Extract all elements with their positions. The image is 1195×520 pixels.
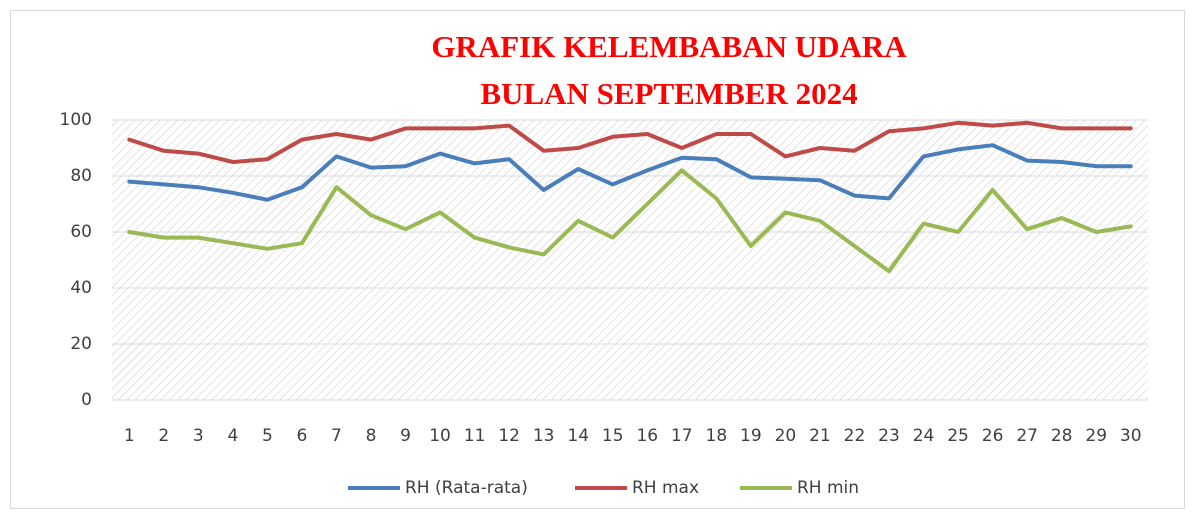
series-line (127, 143, 1133, 202)
chart-title: GRAFIK KELEMBABAN UDARA (431, 29, 907, 64)
x-tick-label: 25 (947, 426, 969, 446)
x-tick-label: 14 (567, 426, 589, 446)
series-line (127, 168, 1133, 274)
y-tick-label: 0 (81, 390, 92, 410)
legend-label: RH (Rata-rata) (405, 478, 528, 498)
x-tick-label: 11 (464, 426, 486, 446)
series-line (127, 120, 1133, 164)
x-tick-label: 23 (878, 426, 900, 446)
x-tick-label: 26 (982, 426, 1004, 446)
x-tick-label: 2 (158, 426, 169, 446)
x-tick-label: 30 (1120, 426, 1142, 446)
x-tick-label: 3 (193, 426, 204, 446)
x-tick-label: 6 (297, 426, 308, 446)
x-tick-label: 27 (1016, 426, 1038, 446)
chart-title: BULAN SEPTEMBER 2024 (480, 76, 857, 111)
x-tick-label: 29 (1085, 426, 1107, 446)
x-tick-label: 16 (636, 426, 658, 446)
y-tick-label: 80 (70, 166, 92, 186)
x-tick-label: 1 (124, 426, 135, 446)
x-tick-label: 4 (227, 426, 238, 446)
x-tick-label: 9 (400, 426, 411, 446)
x-tick-label: 10 (429, 426, 451, 446)
x-tick-label: 20 (775, 426, 797, 446)
x-tick-label: 5 (262, 426, 273, 446)
plot-area (112, 120, 1148, 400)
x-tick-label: 22 (844, 426, 866, 446)
x-tick-label: 7 (331, 426, 342, 446)
x-tick-label: 28 (1051, 426, 1073, 446)
x-tick-label: 18 (706, 426, 728, 446)
legend-label: RH min (797, 478, 859, 498)
y-tick-label: 20 (70, 334, 92, 354)
y-tick-label: 100 (60, 110, 92, 130)
x-tick-label: 12 (498, 426, 520, 446)
x-tick-label: 17 (671, 426, 693, 446)
x-tick-label: 13 (533, 426, 555, 446)
x-tick-label: 24 (913, 426, 935, 446)
x-tick-label: 19 (740, 426, 762, 446)
x-tick-label: 21 (809, 426, 831, 446)
x-tick-label: 15 (602, 426, 624, 446)
x-tick-label: 8 (366, 426, 377, 446)
legend-label: RH max (632, 478, 699, 498)
y-tick-label: 40 (70, 278, 92, 298)
y-tick-label: 60 (70, 222, 92, 242)
